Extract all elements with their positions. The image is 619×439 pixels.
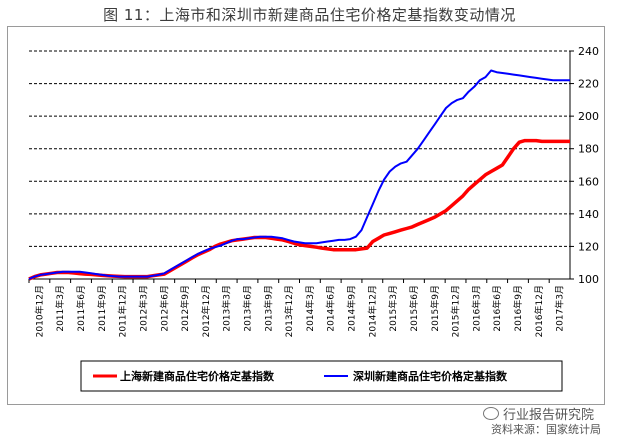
y-tick-label-160: 160 [578, 175, 599, 188]
x-tick-label-3: 2011年9月 [96, 285, 108, 332]
y-tick-label-220: 220 [578, 78, 599, 91]
x-tick-label-21: 2016年3月 [470, 285, 482, 332]
legend-label-shanghai: 上海新建商品住宅价格定基指数 [120, 369, 275, 383]
x-tick-label-10: 2013年6月 [241, 285, 253, 332]
chart-frame: 100 120 140 160 180 200 220 240 2010年12月 2011年3月… [7, 26, 605, 405]
x-tick-label-11: 2013年9月 [262, 285, 274, 332]
x-tick-label-6: 2012年6月 [158, 285, 170, 332]
legend-label-shenzhen: 深圳新建商品住宅价格定基指数 [353, 369, 508, 383]
x-tick-label-8: 2012年12月 [200, 285, 212, 337]
watermark-text: 行业报告研究院 [503, 408, 595, 423]
y-tick-label-180: 180 [578, 143, 599, 156]
y-tick-label-100: 100 [578, 273, 599, 286]
x-tick-label-5: 2012年3月 [137, 285, 149, 332]
y-tick-label-200: 200 [578, 110, 599, 123]
legend: 上海新建商品住宅价格定基指数 深圳新建商品住宅价格定基指数 [80, 360, 563, 392]
source-note: 资料来源：国家统计局 [491, 423, 601, 436]
y-tick-label-120: 120 [578, 240, 599, 253]
x-tick-label-16: 2014年12月 [366, 285, 378, 337]
x-tick-label-0: 2010年12月 [33, 285, 45, 337]
x-tick-label-4: 2011年12月 [117, 285, 129, 337]
axes [28, 50, 574, 283]
x-tick-label-25: 2017年3月 [554, 285, 566, 332]
x-tick-label-14: 2014年6月 [325, 285, 337, 332]
x-tick-label-17: 2015年3月 [387, 285, 399, 332]
x-tick-label-2: 2011年6月 [75, 285, 87, 332]
watermark: 行业报告研究院 [483, 404, 594, 423]
wechat-icon [483, 407, 499, 420]
x-tick-label-22: 2016年6月 [491, 285, 503, 332]
x-tick-label-13: 2014年3月 [304, 285, 316, 332]
line-chart: 100 120 140 160 180 200 220 240 2010年12月 2011年3月… [28, 45, 599, 392]
x-tick-label-24: 2016年12月 [533, 285, 545, 337]
series-lines [28, 69, 570, 281]
x-tick-label-19: 2015年9月 [429, 285, 441, 332]
x-axis-tick-labels: 2010年12月 2011年3月 2011年6月 2011年9月 2011年12月 201… [33, 285, 565, 337]
x-tick-label-18: 2015年6月 [408, 285, 420, 332]
chart-title: 图 11：上海市和深圳市新建商品住宅价格定基指数变动情况 [103, 6, 516, 24]
series-line-shenzhen [28, 69, 570, 280]
x-tick-label-12: 2013年12月 [283, 285, 295, 337]
x-tick-label-1: 2011年3月 [54, 285, 66, 332]
x-tick-label-15: 2014年9月 [346, 285, 358, 332]
series-line-shanghai [28, 138, 570, 281]
x-tick-label-7: 2012年9月 [179, 285, 191, 332]
legend-box [80, 360, 563, 392]
y-tick-label-140: 140 [578, 208, 599, 221]
y-axis-tick-labels: 100 120 140 160 180 200 220 240 [578, 45, 599, 286]
x-tick-label-20: 2015年12月 [450, 285, 462, 337]
y-tick-label-240: 240 [578, 45, 599, 58]
x-tick-label-9: 2013年3月 [221, 285, 233, 332]
x-tick-label-23: 2016年9月 [512, 285, 524, 332]
grid-lines [29, 50, 570, 247]
